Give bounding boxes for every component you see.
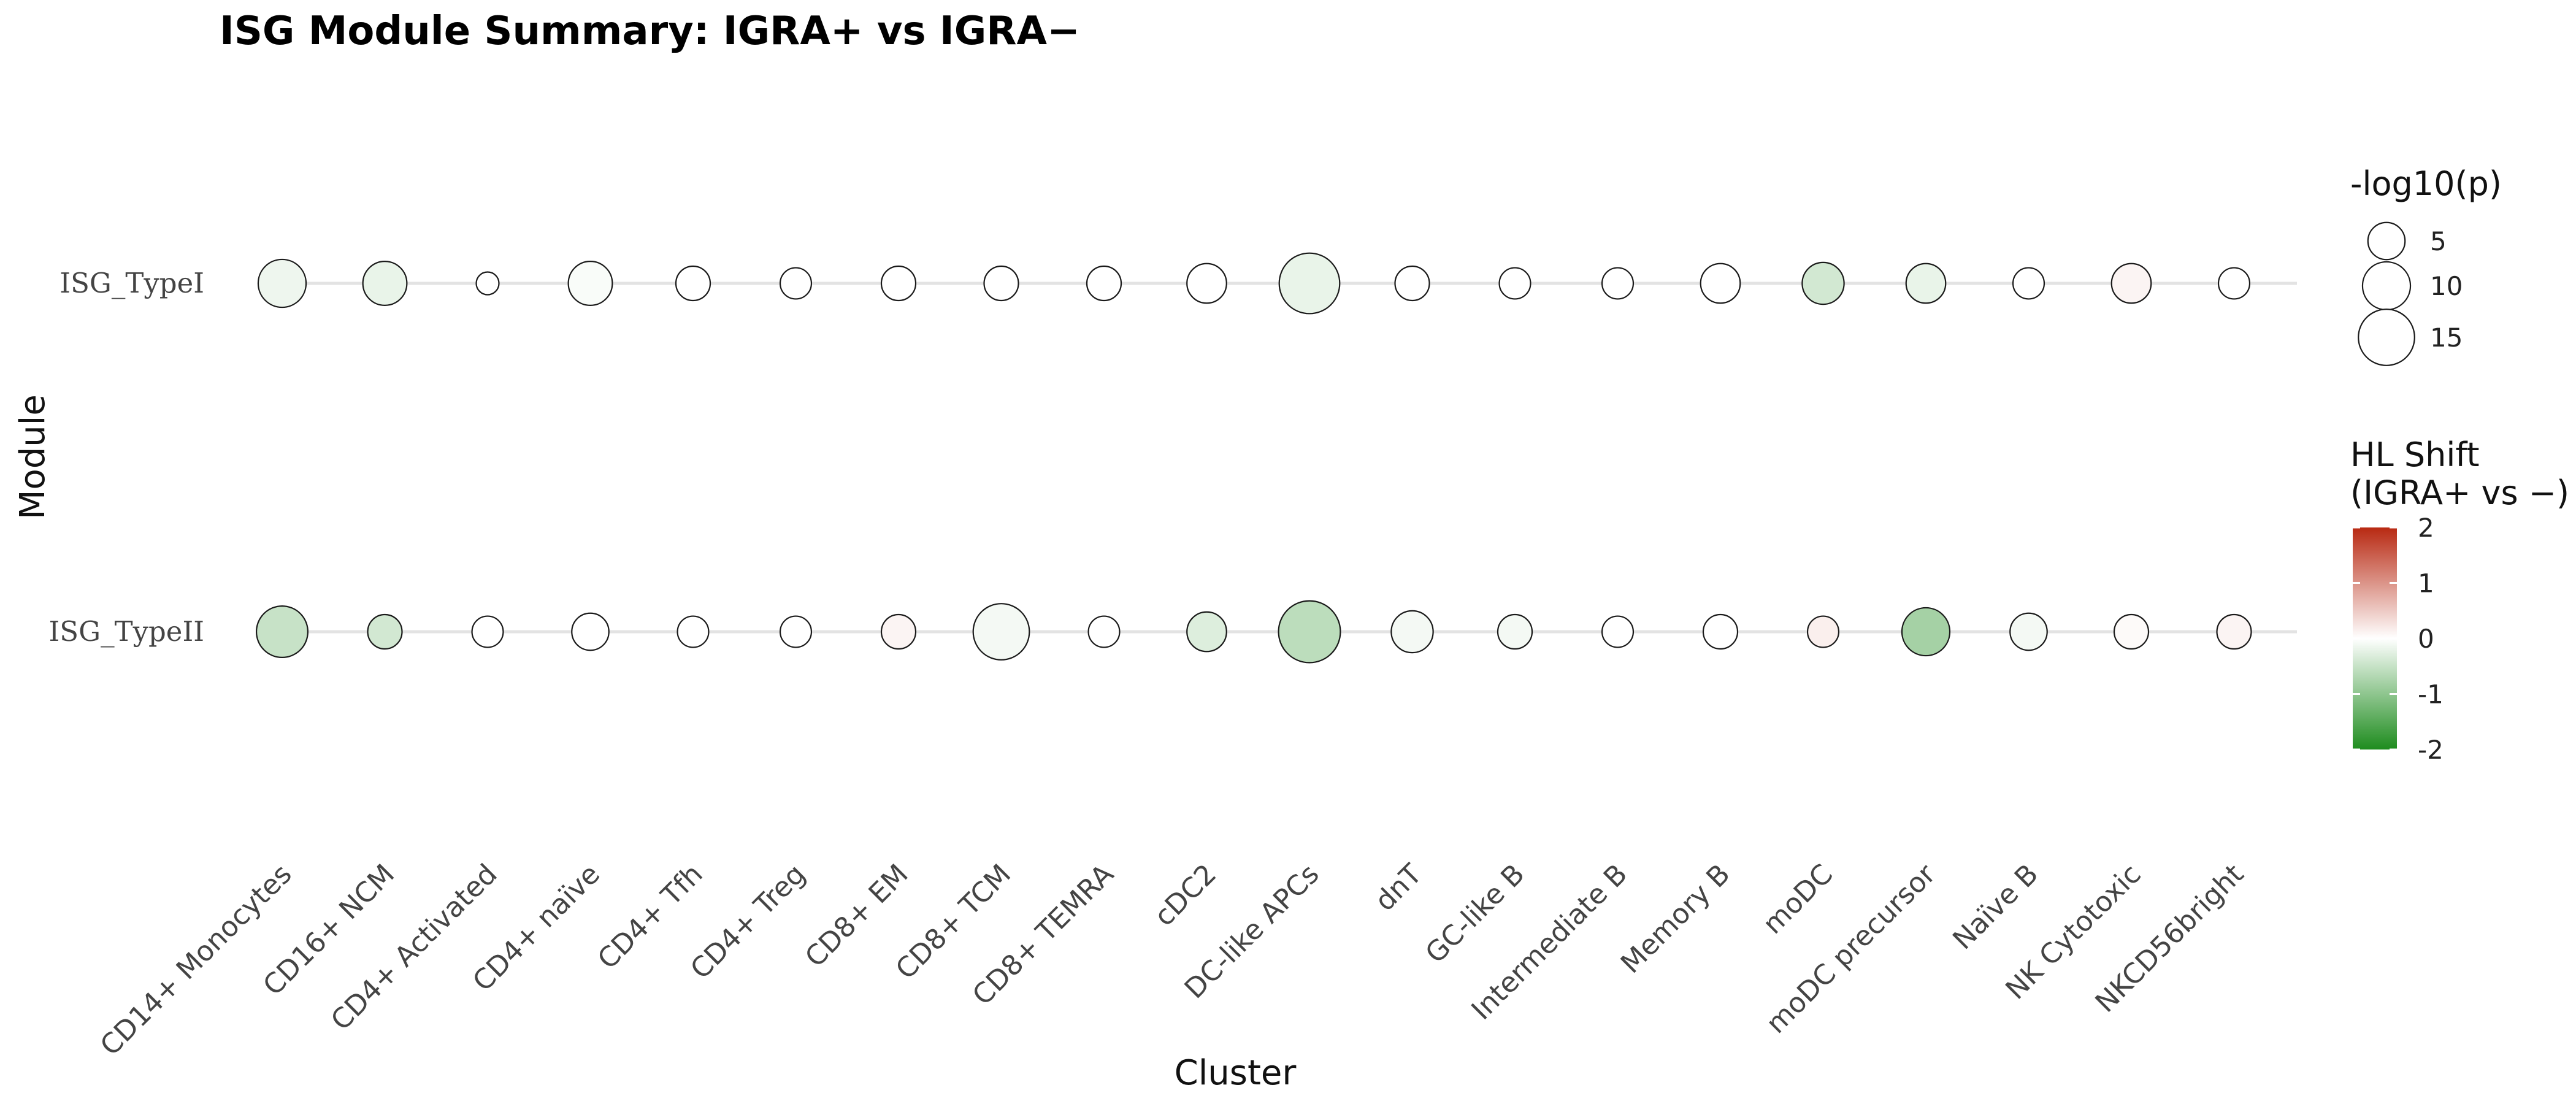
x-tick-label: Memory B [1614, 857, 1736, 979]
data-point [880, 613, 917, 650]
color-legend-label: 1 [2418, 569, 2434, 599]
data-point [779, 615, 813, 648]
color-legend-title-line2: (IGRA+ vs −) [2350, 473, 2569, 512]
color-legend-label: 2 [2418, 513, 2434, 543]
data-point [475, 271, 500, 296]
data-point [471, 615, 504, 648]
data-point [972, 603, 1030, 661]
x-tick-label: GC-like B [1419, 857, 1530, 969]
data-point [1901, 607, 1951, 657]
y-axis-ticks: ISG_TypeI ISG_TypeII [49, 267, 204, 648]
color-legend-title-line1: HL Shift [2350, 435, 2480, 474]
data-point [257, 258, 307, 309]
data-point [1700, 263, 1741, 304]
data-point [1390, 610, 1434, 654]
x-axis-title: Cluster [1175, 1053, 1297, 1093]
data-points [255, 252, 2252, 664]
data-point [1087, 615, 1121, 648]
data-point [1086, 265, 1122, 302]
data-point [779, 267, 813, 300]
data-point [1601, 615, 1635, 648]
data-point [2113, 613, 2150, 650]
data-point [255, 605, 309, 659]
data-point [1806, 615, 1840, 648]
data-point [675, 265, 711, 302]
data-point [1278, 600, 1341, 664]
data-point [1278, 252, 1341, 315]
x-tick-label: moDC [1757, 857, 1839, 940]
data-point [1905, 263, 1947, 304]
data-point [983, 265, 1019, 302]
data-point [2009, 612, 2048, 651]
data-point [2217, 267, 2251, 300]
size-legend-key [2358, 309, 2415, 366]
y-tick-label: ISG_TypeII [49, 615, 204, 648]
data-point [1497, 613, 1533, 650]
data-point [567, 261, 613, 306]
data-point [367, 613, 403, 650]
color-legend-label: -2 [2418, 735, 2444, 765]
size-legend-title: -log10(p) [2350, 164, 2502, 203]
data-point [2012, 267, 2045, 300]
data-point [880, 265, 917, 302]
data-point [1186, 611, 1227, 653]
data-point [571, 612, 610, 651]
size-legend-key [2367, 221, 2406, 261]
data-point [2216, 613, 2252, 650]
data-point [1702, 613, 1739, 650]
color-legend: HL Shift (IGRA+ vs −) 2 1 0 -1 -2 [2350, 435, 2569, 765]
y-axis-title: Module [13, 394, 53, 519]
size-legend-label: 10 [2430, 271, 2463, 301]
size-legend: -log10(p) 5 10 15 [2350, 164, 2502, 366]
color-legend-label: -1 [2418, 680, 2444, 710]
data-point [1801, 261, 1845, 305]
size-legend-key [2361, 261, 2412, 311]
chart-title: ISG Module Summary: IGRA+ vs IGRA− [220, 9, 1080, 54]
data-point [677, 615, 710, 648]
data-point [1394, 265, 1430, 302]
gridlines [261, 282, 2297, 634]
size-legend-label: 5 [2430, 226, 2447, 256]
size-legend-label: 15 [2430, 323, 2463, 353]
data-point [1601, 267, 1635, 300]
data-point [362, 261, 408, 306]
data-point [2110, 263, 2152, 304]
color-legend-label: 0 [2418, 624, 2434, 654]
x-tick-label: dnT [1368, 857, 1428, 918]
x-tick-label: cDC2 [1148, 857, 1222, 932]
y-tick-label: ISG_TypeI [59, 267, 204, 299]
data-point [1498, 267, 1531, 300]
x-tick-label: Naïve B [1946, 857, 2044, 956]
data-point [1186, 263, 1227, 304]
x-tick-label: moDC precursor [1760, 857, 1942, 1040]
x-tick-label: CD14+ Monocytes [94, 857, 298, 1062]
